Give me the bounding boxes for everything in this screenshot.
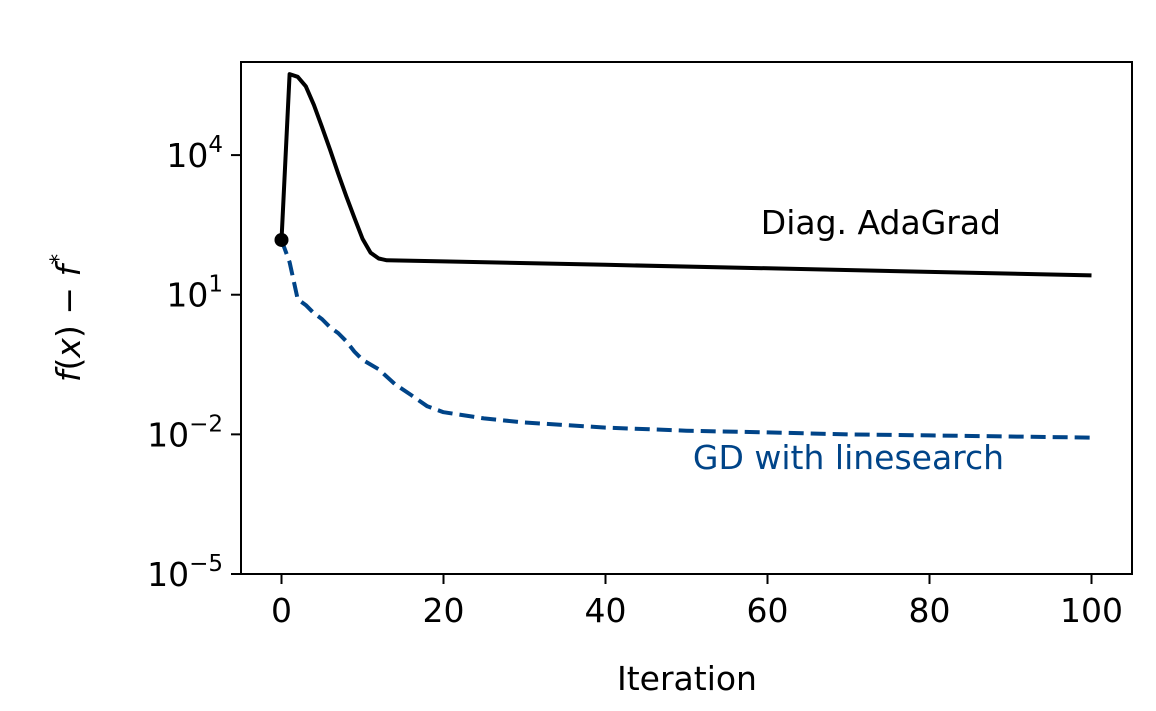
series-line-adagrad — [279, 72, 1092, 278]
y-axis-label: f(x) − f* — [47, 254, 88, 382]
x-tick-label: 100 — [1060, 591, 1123, 630]
plot-frame — [240, 61, 1133, 575]
y-tick-label: 104 — [166, 132, 223, 175]
start-point-marker — [274, 232, 289, 247]
y-tick-label: 10−5 — [147, 551, 223, 594]
y-tick-label: 10−2 — [147, 411, 223, 454]
x-tick-label: 20 — [423, 591, 465, 630]
annotation-adagrad: Diag. AdaGrad — [761, 203, 1001, 242]
x-axis-label: Iteration — [617, 659, 757, 698]
series-line-gd-linesearch — [279, 239, 1092, 440]
y-tick-label: 101 — [166, 272, 223, 315]
x-tick-label: 80 — [909, 591, 951, 630]
x-tick-label: 40 — [585, 591, 627, 630]
annotation-gd-linesearch: GD with linesearch — [693, 438, 1004, 477]
x-tick-label: 0 — [271, 591, 292, 630]
x-tick-label: 60 — [747, 591, 789, 630]
